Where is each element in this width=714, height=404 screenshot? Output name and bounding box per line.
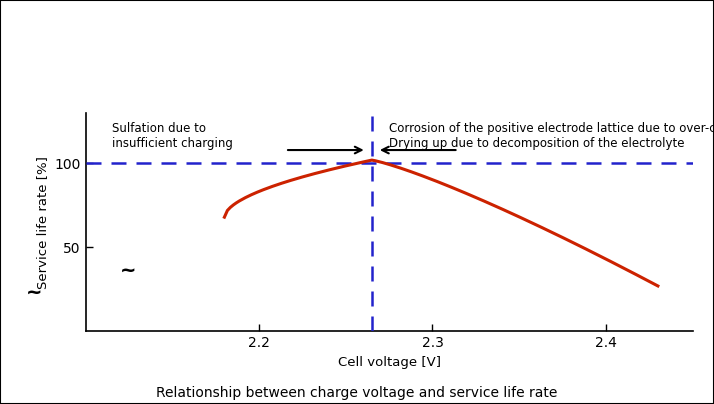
Text: insufficient charging: insufficient charging: [111, 137, 233, 149]
X-axis label: Cell voltage [V]: Cell voltage [V]: [338, 356, 441, 369]
Text: Corrosion of the positive electrode lattice due to over-charging: Corrosion of the positive electrode latt…: [389, 122, 714, 135]
Text: Sulfation due to: Sulfation due to: [111, 122, 206, 135]
Text: ~: ~: [26, 282, 42, 301]
Text: Drying up due to decomposition of the electrolyte: Drying up due to decomposition of the el…: [389, 137, 685, 149]
Y-axis label: Service life rate [%]: Service life rate [%]: [36, 156, 49, 288]
Text: Relationship between charge voltage and service life rate: Relationship between charge voltage and …: [156, 386, 558, 400]
Text: ~: ~: [120, 261, 136, 280]
